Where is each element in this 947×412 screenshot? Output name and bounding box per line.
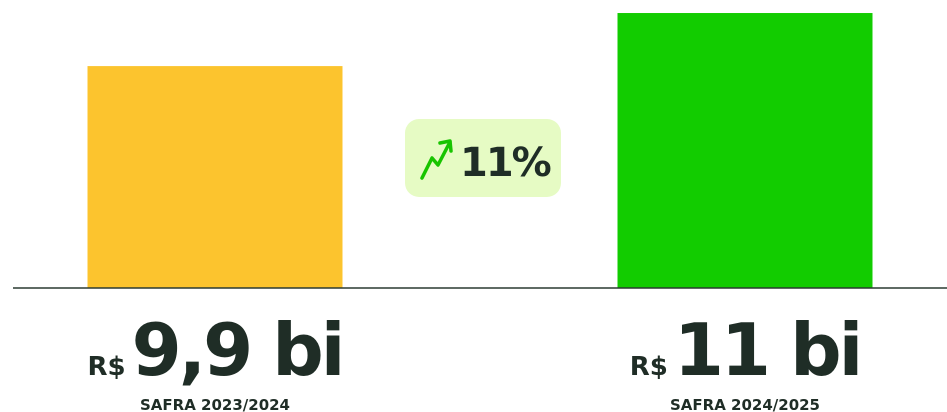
bar <box>617 13 873 289</box>
category-label: SAFRA 2023/2024 <box>140 396 290 412</box>
bar <box>87 66 343 288</box>
value-label: R$9,9 bi <box>88 308 343 392</box>
trend-arrow-icon <box>420 139 453 180</box>
currency-prefix: R$ <box>88 352 126 382</box>
value-text: 11 bi <box>674 308 860 392</box>
value-text: 9,9 bi <box>132 308 343 392</box>
category-label: SAFRA 2024/2025 <box>670 396 820 412</box>
change-badge <box>405 119 561 197</box>
value-label: R$11 bi <box>630 308 861 392</box>
currency-prefix: R$ <box>630 352 668 382</box>
change-label: 11% <box>460 140 551 186</box>
